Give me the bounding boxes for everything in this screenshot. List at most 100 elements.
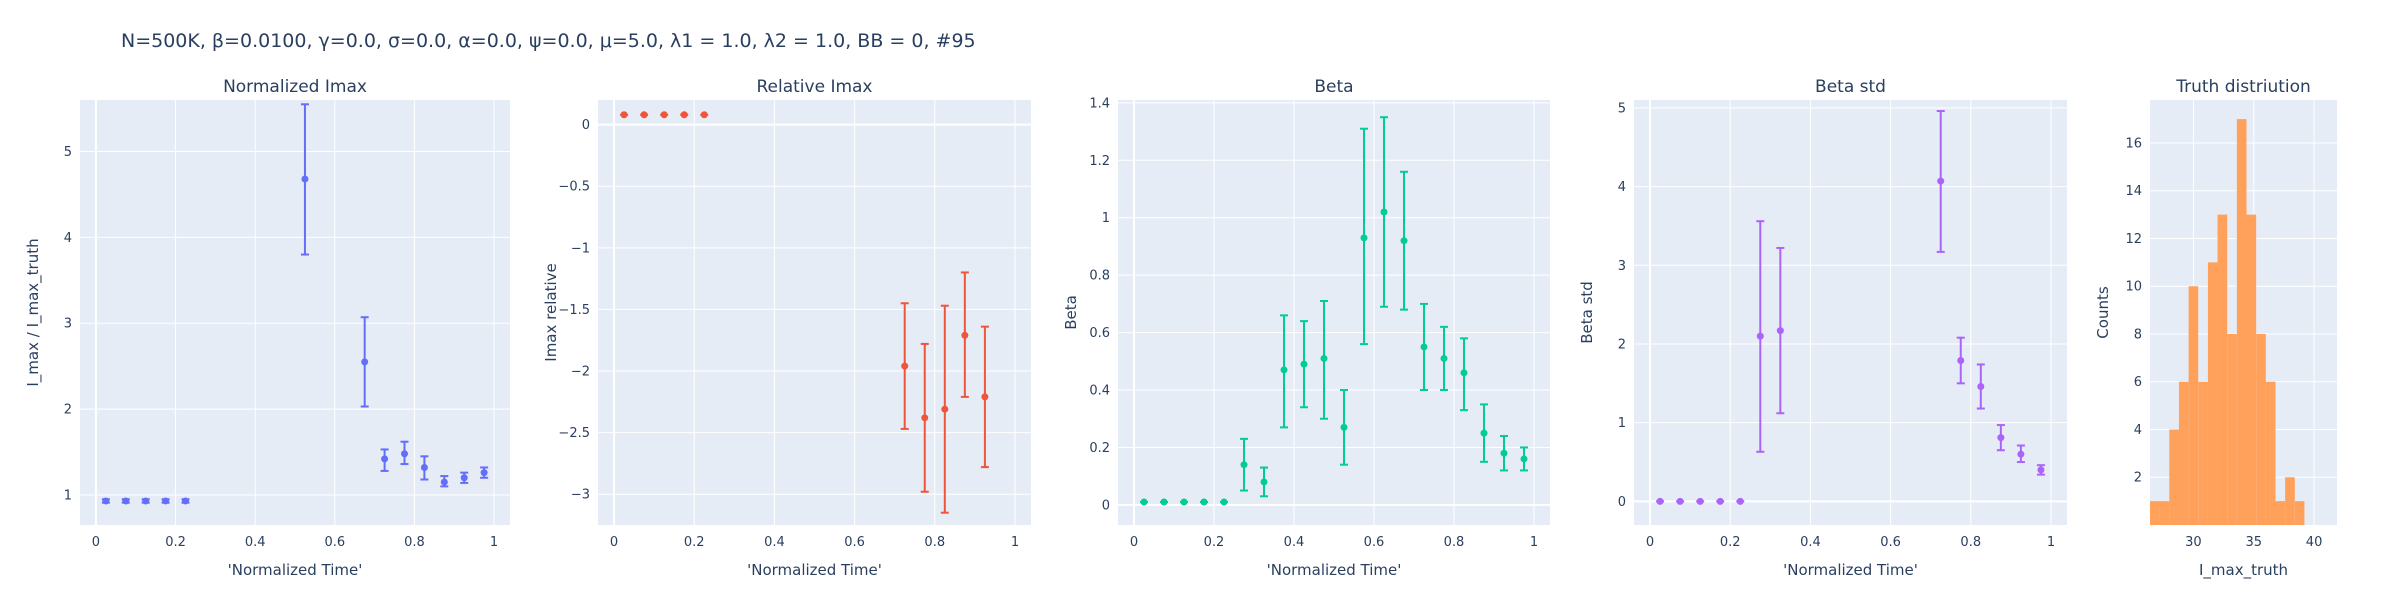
data-point <box>440 478 448 486</box>
data-point <box>102 497 110 505</box>
x-tick-label: 40 <box>2306 535 2323 550</box>
histogram-bar <box>2285 477 2295 525</box>
subplot-title: Normalized Imax <box>223 77 367 97</box>
data-point <box>921 414 929 422</box>
subplot-title: Relative Imax <box>756 77 872 97</box>
x-tick-label: 0.8 <box>1444 535 1465 550</box>
data-point <box>620 111 628 119</box>
x-tick-label: 1 <box>1011 535 1019 550</box>
y-tick-label: 1 <box>1102 211 1110 226</box>
x-tick-label: 0.6 <box>1880 535 1901 550</box>
data-point <box>2017 450 2025 458</box>
histogram-bar <box>2207 262 2218 525</box>
y-tick-label: 0 <box>1102 498 1110 513</box>
histogram-bar <box>2169 429 2179 525</box>
histogram-bar <box>2159 501 2170 525</box>
data-point <box>1140 498 1148 506</box>
y-tick-label: 0.8 <box>1089 269 1110 284</box>
x-tick-label: 0.4 <box>764 535 785 550</box>
y-tick-label: 0 <box>1618 495 1626 510</box>
x-tick-label: 0.4 <box>1284 535 1305 550</box>
x-tick-label: 0.6 <box>844 535 865 550</box>
x-tick-label: 0.6 <box>324 535 345 550</box>
data-point <box>700 111 708 119</box>
data-point <box>1676 497 1684 505</box>
y-tick-label: −1 <box>571 241 590 256</box>
y-tick-label: 0.4 <box>1089 384 1110 399</box>
histogram-bar <box>2150 501 2160 525</box>
histogram-bar <box>2178 381 2189 525</box>
y-tick-label: 14 <box>2125 184 2142 199</box>
data-point <box>1736 497 1744 505</box>
data-point <box>480 469 488 477</box>
data-point <box>182 497 190 505</box>
data-point <box>1440 354 1448 362</box>
data-point <box>1220 498 1228 506</box>
data-point <box>1280 366 1288 374</box>
plot-area <box>1118 100 1550 525</box>
y-tick-label: 4 <box>2134 423 2142 438</box>
subplot-2: 0 0.2 0.4 0.6 0.8 1 0 −0.5 −1 −1.5 −2 −2.5 −3 Relativ… <box>542 77 1031 579</box>
x-tick-label: 1 <box>490 535 498 550</box>
data-point <box>1340 423 1348 431</box>
data-point <box>2037 466 2045 474</box>
data-point <box>1200 498 1208 506</box>
x-tick-label: 35 <box>2245 535 2262 550</box>
histogram-bar <box>2188 286 2199 525</box>
data-point <box>1400 237 1408 245</box>
x-axis-label: I_max_truth <box>2199 561 2288 580</box>
y-tick-label: 1 <box>64 488 72 503</box>
y-axis-label: Beta <box>1062 295 1080 330</box>
histogram-bar <box>2217 214 2228 525</box>
subplot-title: Truth distriution <box>2175 77 2311 97</box>
subplot-4: 0 0.2 0.4 0.6 0.8 1 0 1 2 3 4 5 Beta std 'Normalized … <box>1578 77 2067 579</box>
y-tick-label: 0.2 <box>1089 441 1110 456</box>
data-point <box>1160 498 1168 506</box>
x-tick-label: 0.2 <box>1204 535 1225 550</box>
histogram-bar <box>2294 501 2305 525</box>
histogram-bar <box>2275 501 2286 525</box>
subplot-5: 30 35 40 2 4 6 8 10 12 14 16 Truth distriution I_max… <box>2094 77 2337 580</box>
y-tick-label: 3 <box>1618 259 1626 274</box>
y-axis-label: Beta std <box>1578 281 1596 344</box>
x-tick-label: 1 <box>1530 535 1538 550</box>
subplot-title: Beta std <box>1815 77 1886 97</box>
subplot-title: Beta <box>1314 77 1353 97</box>
x-tick-label: 0 <box>610 535 618 550</box>
y-tick-label: −2 <box>571 365 590 380</box>
data-point <box>981 393 989 401</box>
y-axis-label: I_max / I_max_truth <box>24 238 43 386</box>
data-point <box>1997 434 2005 442</box>
x-tick-label: 30 <box>2185 535 2202 550</box>
data-point <box>660 111 668 119</box>
y-axis-label: Counts <box>2094 286 2112 339</box>
data-point <box>1300 360 1308 368</box>
data-point <box>1360 234 1368 242</box>
y-tick-label: 8 <box>2134 327 2142 342</box>
data-point <box>1776 327 1784 335</box>
data-point <box>1756 332 1764 340</box>
x-tick-label: 0 <box>92 535 100 550</box>
plot-area <box>598 100 1031 525</box>
y-tick-label: 4 <box>1618 180 1626 195</box>
y-tick-label: 5 <box>64 145 72 160</box>
data-point <box>1240 461 1248 469</box>
x-tick-label: 0.8 <box>404 535 425 550</box>
histogram-bar <box>2198 381 2208 525</box>
subplot-3: 0 0.2 0.4 0.6 0.8 1 0 0.2 0.4 0.6 0.8 1 1.2 1.4 Beta 'N… <box>1062 77 1550 579</box>
data-point <box>420 463 428 471</box>
y-tick-label: −0.5 <box>558 180 590 195</box>
data-point <box>1656 497 1664 505</box>
y-tick-label: 0 <box>582 118 590 133</box>
x-tick-label: 0.2 <box>684 535 705 550</box>
y-tick-label: 1.2 <box>1089 154 1110 169</box>
page-title: N=500K, β=0.0100, γ=0.0, σ=0.0, α=0.0, ψ… <box>121 30 976 52</box>
data-point <box>941 405 949 413</box>
data-point <box>1977 382 1985 390</box>
data-point <box>162 497 170 505</box>
y-tick-label: 10 <box>2125 280 2142 295</box>
x-tick-label: 0.2 <box>165 535 186 550</box>
y-tick-label: 0.6 <box>1089 326 1110 341</box>
x-axis-label: 'Normalized Time' <box>1783 561 1918 579</box>
